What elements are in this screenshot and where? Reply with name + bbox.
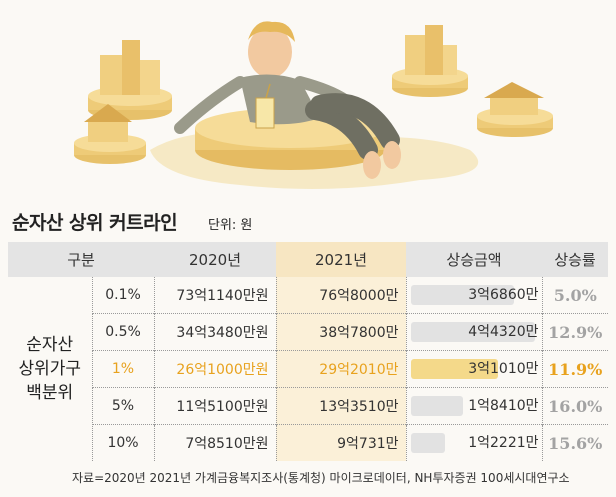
- rate-cell: 12.9%: [542, 313, 609, 351]
- value-2020-cell: 73억1140만원: [154, 277, 277, 314]
- increase-cell: 1억8410만: [406, 387, 543, 425]
- value-2020-cell: 7억8510만원: [154, 424, 277, 461]
- table-row: 0.5% 34억3480만원 38억7800만 4억4320만 12.9%: [8, 313, 609, 351]
- increase-label: 3억6860만: [468, 287, 539, 303]
- percentile-cell: 5%: [92, 387, 155, 425]
- wealth-illustration: [74, 21, 553, 189]
- rate-cell: 11.9%: [542, 350, 609, 388]
- value-2021-cell: 29억2010만: [276, 350, 407, 388]
- increase-bar: [410, 359, 498, 379]
- header-2020: 2020년: [154, 242, 277, 277]
- rate-cell: 5.0%: [553, 285, 597, 305]
- header-increase: 상승금액: [406, 242, 543, 277]
- percentile-cell: 0.5%: [92, 313, 155, 351]
- table-row: 1% 26억1000만원 29억2010만 3억1010만 11.9%: [8, 350, 609, 388]
- increase-cell: 3억6860만: [406, 277, 543, 314]
- table-header-row: 구분 2020년 2021년 상승금액 상승률: [8, 242, 609, 277]
- increase-label: 3억1010만: [468, 361, 539, 377]
- table-row: 순자산 상위가구 백분위 0.1% 73억1140만원 76억8000만 3억6860만 5.…: [8, 277, 608, 461]
- value-2021-cell: 38억7800만: [276, 313, 407, 351]
- group-label-line: 상위가구: [18, 359, 82, 379]
- header-2021: 2021년: [276, 242, 407, 277]
- increase-cell: 3억1010만: [406, 350, 543, 388]
- rate-cell: 15.6%: [542, 424, 609, 461]
- unit-label: 단위: 원: [208, 218, 253, 233]
- increase-bar: [410, 285, 514, 305]
- rate-cell: 16.0%: [542, 387, 609, 425]
- increase-label: 1억2221만: [468, 435, 539, 451]
- group-label-line: 순자산: [26, 335, 74, 355]
- value-2020-cell: 34억3480만원: [154, 313, 277, 351]
- header-group: 구분: [8, 242, 155, 277]
- value-2021-cell: 9억731만: [276, 424, 407, 461]
- increase-cell: 4억4320만: [406, 313, 543, 351]
- value-2021-cell: 76억8000만: [276, 277, 407, 314]
- increase-bar: [410, 396, 463, 416]
- increase-label: 1억8410만: [468, 398, 539, 414]
- group-label-line: 백분위: [26, 383, 74, 403]
- increase-cell: 1억2221만: [406, 424, 543, 461]
- percentile-cell: 10%: [92, 424, 155, 461]
- percentile-cell: 1%: [92, 350, 155, 388]
- increase-label: 4억4320만: [468, 324, 539, 340]
- table-row: 10% 7억8510만원 9억731만 1억2221만 15.6%: [8, 424, 609, 461]
- value-2020-cell: 26억1000만원: [154, 350, 277, 388]
- value-2021-cell: 13억3510만: [276, 387, 407, 425]
- header-rate: 상승률: [542, 242, 609, 277]
- percentile-cell: 0.1%: [92, 277, 155, 314]
- increase-bar: [410, 322, 535, 342]
- source-note: 자료=2020년 2021년 가계금융복지조사(통계청) 마이크로데이터, NH…: [72, 471, 570, 485]
- wealth-table: 구분 2020년 2021년 상승금액 상승률 순자산 상위가구 백분위 0.1% 73…: [8, 242, 609, 461]
- increase-bar: [410, 433, 445, 453]
- value-2020-cell: 11억5100만원: [154, 387, 277, 425]
- table-row: 5% 11억5100만원 13억3510만 1억8410만 16.0%: [8, 387, 609, 425]
- page-title: 순자산 상위 커트라인: [12, 212, 178, 234]
